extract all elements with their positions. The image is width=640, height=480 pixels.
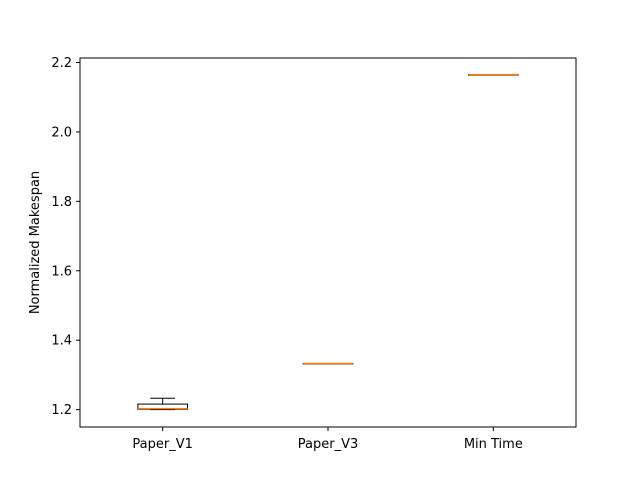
x-tick-label: Paper_V1 <box>132 437 192 452</box>
y-axis-label: Normalized Makespan <box>28 171 43 314</box>
y-tick-label: 2.2 <box>51 56 72 71</box>
x-tick-label: Paper_V3 <box>298 437 358 452</box>
y-tick-label: 1.2 <box>51 403 72 418</box>
box-paper-v3 <box>302 362 354 365</box>
box-paper-v1 <box>137 397 188 411</box>
plot-area <box>80 58 576 427</box>
y-tick-label: 1.8 <box>51 195 72 210</box>
x-axis: Paper_V1 Paper_V3 Min Time <box>132 427 523 452</box>
boxes-layer <box>137 73 519 411</box>
y-tick-label: 1.6 <box>51 264 72 279</box>
y-tick-label: 2.0 <box>51 125 72 140</box>
y-tick-label: 1.4 <box>51 334 72 349</box>
box-min-time <box>468 73 519 76</box>
y-axis: 1.2 1.4 1.6 1.8 2.0 2.2 <box>51 56 80 418</box>
x-tick-label: Min Time <box>464 437 523 452</box>
